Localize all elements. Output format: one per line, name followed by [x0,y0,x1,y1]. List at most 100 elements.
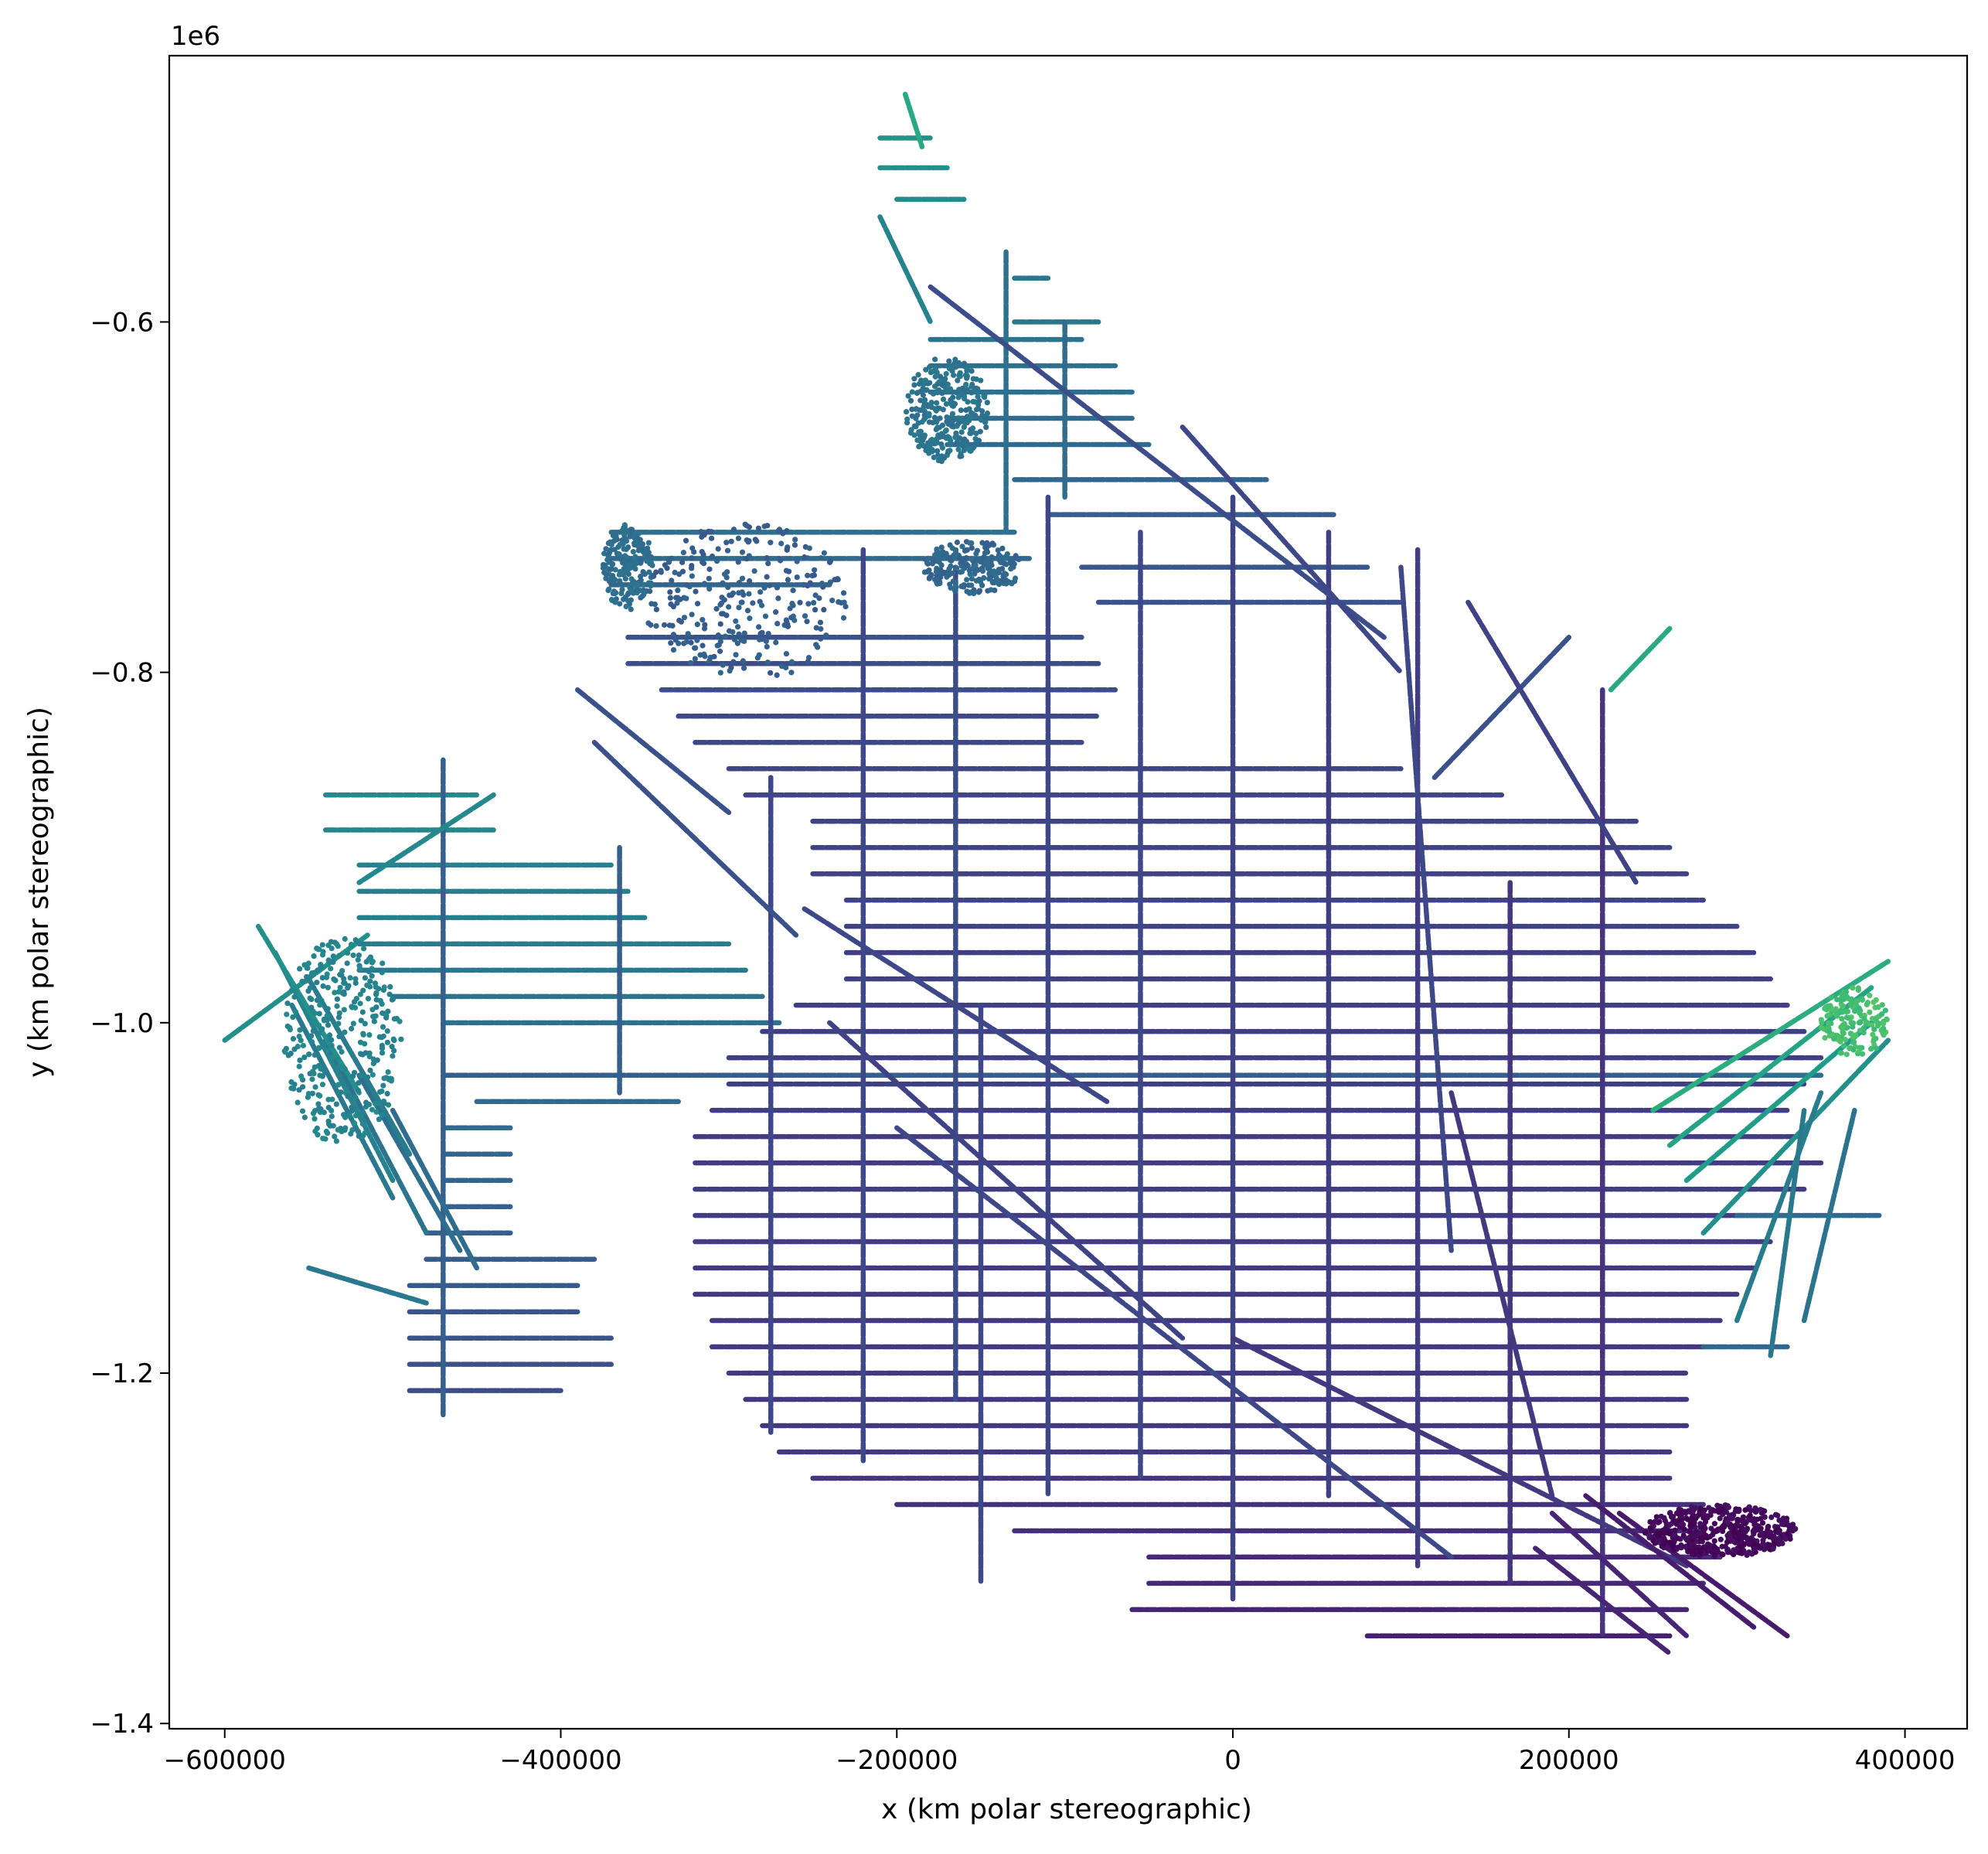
data-point [335,1021,342,1027]
data-point [972,562,979,568]
data-point [350,1021,356,1027]
data-point [706,566,713,572]
data-point [784,619,790,625]
data-point [1856,1005,1862,1011]
data-point [638,577,644,584]
data-point [1683,1535,1689,1542]
data-point [818,625,824,632]
data-point [627,533,633,540]
data-point [1750,1537,1757,1543]
data-point [968,582,975,588]
data-point [332,939,338,946]
data-point [1738,1544,1744,1550]
data-point [335,1082,342,1088]
data-point [942,428,948,435]
data-point [788,659,795,665]
data-point [1847,1002,1854,1008]
data-point [909,406,915,413]
data-point [988,569,994,575]
data-point [794,558,800,564]
data-point [1704,1513,1711,1519]
data-point [790,588,796,594]
data-point [618,590,625,597]
data-point [389,997,395,1003]
data-point [1687,1522,1694,1529]
data-point [308,996,315,1003]
data-point [315,1132,321,1138]
data-point [717,621,723,627]
data-point [1822,1034,1828,1041]
data-point [827,558,834,564]
data-point [733,618,739,625]
data-point [635,530,642,537]
data-point [357,1000,363,1007]
data-point [342,1029,348,1035]
data-point [360,1133,366,1139]
data-point [647,581,654,588]
data-point [315,1062,322,1069]
data-point [1873,1035,1879,1041]
data-point [954,565,960,571]
data-point [913,424,919,430]
data-point [661,622,668,628]
data-point [1869,1022,1875,1028]
data-point [352,976,359,982]
data-point [381,984,387,990]
data-point [342,936,348,942]
data-point [747,578,753,584]
flight-track-diagonal [1650,959,1891,1113]
data-point [1661,1545,1667,1551]
data-point [928,370,934,376]
data-point [299,1108,306,1114]
data-point [328,966,334,972]
data-point [947,542,953,548]
data-point [726,604,732,610]
data-point [915,372,921,378]
data-point [1675,1509,1681,1515]
data-point [367,978,373,984]
data-point [948,438,954,444]
data-point [310,1028,316,1034]
data-point [1647,1525,1653,1531]
data-point [1714,1502,1721,1508]
data-point [1711,1538,1717,1544]
data-point [717,648,723,654]
data-point [1746,1504,1752,1510]
data-point [358,1017,364,1024]
data-point [297,1027,303,1033]
data-point [634,588,640,594]
data-point [1851,1008,1858,1014]
data-point [949,421,955,428]
data-point [938,373,944,380]
x-tick-label: −400000 [499,1745,621,1776]
data-point [1829,994,1835,1000]
data-point [817,619,824,625]
data-point [365,1074,371,1080]
data-point [766,582,773,588]
data-point [711,653,717,659]
data-point [625,562,632,568]
data-point [1000,576,1006,582]
data-point [1678,1513,1684,1519]
data-point [983,424,989,431]
data-point [1646,1535,1653,1541]
data-point [806,545,812,551]
data-point [632,554,638,560]
data-point [929,561,935,567]
data-point [1867,1009,1873,1015]
data-point [735,535,742,541]
data-point [821,607,827,613]
data-point [339,1065,346,1072]
data-point [984,411,991,417]
data-point [976,398,982,404]
data-point [1844,995,1850,1001]
data-point [970,376,976,382]
data-point [981,574,987,581]
data-point [928,401,934,407]
data-point [320,983,326,990]
data-point [708,535,715,541]
data-point [951,372,957,378]
flight-track-diagonal [827,1020,1186,1341]
data-point [948,584,954,591]
data-point [360,946,367,952]
